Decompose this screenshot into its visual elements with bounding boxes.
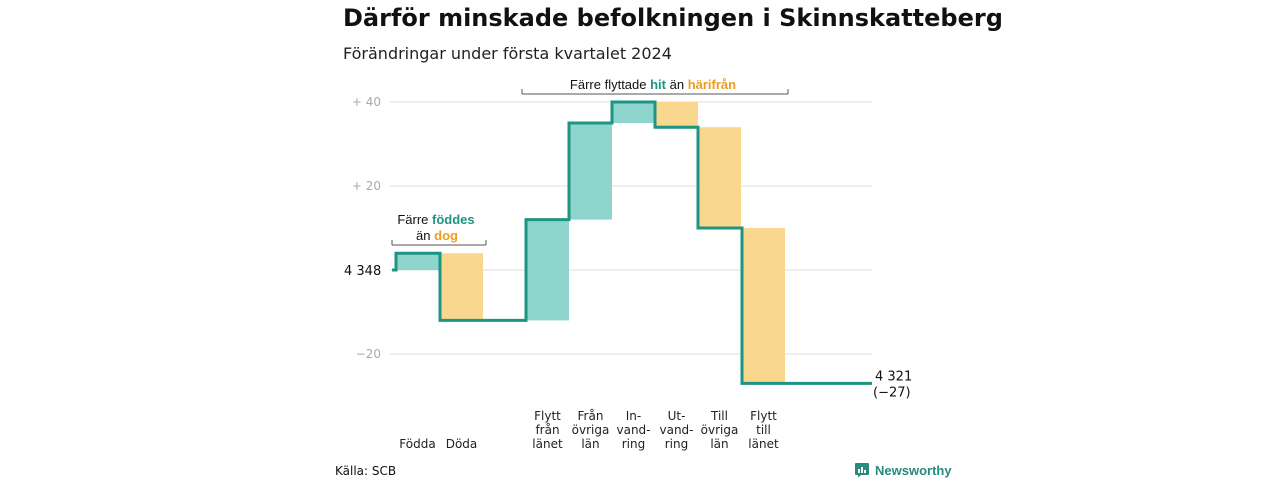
category-label: län (581, 437, 599, 451)
waterfall-bar (742, 228, 785, 384)
annotation-text: än (666, 77, 688, 92)
bar-chart-logo-icon (855, 463, 869, 478)
newsworthy-logo: Newsworthy (854, 462, 952, 478)
category-label: Ut- (668, 409, 686, 423)
brand-name: Newsworthy (875, 462, 952, 478)
birth-annotation-line1: Färre föddes (397, 212, 474, 227)
waterfall-connector-line (392, 100, 872, 385)
category-label: In- (626, 409, 641, 423)
category-label: till (756, 423, 771, 437)
chart-title: Därför minskade befolkningen i Skinnskat… (343, 4, 1003, 32)
y-tick-label: −20 (356, 347, 381, 361)
annotation-accent-outflow: härifrån (688, 77, 736, 92)
chart-subtitle: Förändringar under första kvartalet 2024 (343, 44, 672, 63)
waterfall-bar (698, 127, 741, 228)
category-label: Från (578, 409, 604, 423)
waterfall-bar (612, 102, 655, 123)
waterfall-bar (569, 123, 612, 220)
move-annotation: Färre flyttade hit än härifrån (570, 77, 736, 92)
waterfall-bar (440, 253, 483, 321)
annotation-text: Färre flyttade (570, 77, 650, 92)
category-label: ring (622, 437, 646, 451)
category-label: Flytt (534, 409, 561, 423)
y-tick-label: + 40 (352, 95, 381, 109)
waterfall-bar (526, 219, 569, 321)
annotation-accent-outflow: dog (434, 228, 458, 243)
category-label: län (710, 437, 728, 451)
category-label: övriga (701, 423, 739, 437)
end-value-label: 4 321 (875, 369, 912, 384)
category-label: från (535, 423, 559, 437)
end-change-label: (−27) (873, 385, 911, 400)
category-label: Döda (446, 437, 478, 451)
category-label: vand- (616, 423, 650, 437)
birth-annotation-line2: än dog (416, 228, 458, 243)
category-label: vand- (659, 423, 693, 437)
category-label: Födda (399, 437, 435, 451)
waterfall-bar (655, 102, 698, 128)
category-label: länet (532, 437, 563, 451)
category-label: övriga (572, 423, 610, 437)
waterfall-bar (396, 253, 439, 270)
annotation-accent-inflow: föddes (432, 212, 475, 227)
category-label: länet (748, 437, 779, 451)
start-value-label: 4 348 (344, 264, 381, 279)
category-label: Till (710, 409, 728, 423)
source-note: Källa: SCB (335, 464, 397, 478)
annotation-accent-inflow: hit (650, 77, 667, 92)
category-label: Flytt (750, 409, 777, 423)
y-tick-label: + 20 (352, 179, 381, 193)
annotation-text: än (416, 228, 434, 243)
annotation-text: Färre (397, 212, 432, 227)
category-label: ring (665, 437, 689, 451)
